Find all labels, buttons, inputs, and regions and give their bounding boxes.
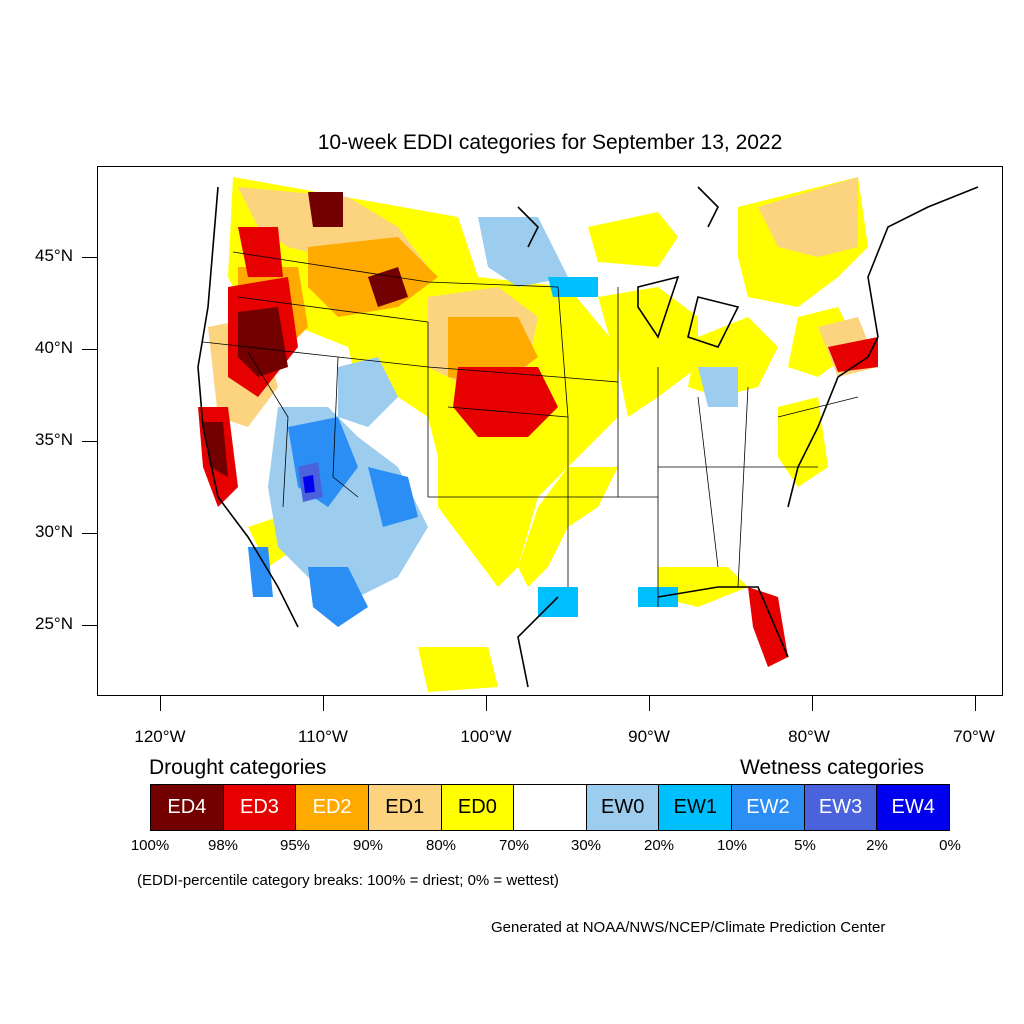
lon-label-120: 120°W <box>134 727 186 746</box>
legend-box-ed3: ED3 <box>223 785 297 830</box>
legend-box-ed2: ED2 <box>296 785 369 830</box>
lon-label-80: 80°W <box>788 727 830 746</box>
legend-break-label: 30% <box>570 837 602 854</box>
lat-label-25: 25°N <box>35 614 73 633</box>
ew2-regions <box>248 417 418 627</box>
lat-label-45: 45°N <box>35 246 73 265</box>
map-canvas <box>197 177 979 692</box>
map-title: 10-week EDDI categories for September 13… <box>317 131 783 154</box>
lon-tick <box>812 696 813 711</box>
legend-break-label: 0% <box>939 837 961 854</box>
lat-tick <box>82 257 97 258</box>
lat-tick <box>82 625 97 626</box>
legend-break-label: 2% <box>866 837 888 854</box>
lat-label-35: 35°N <box>35 430 73 449</box>
drought-heading: Drought categories <box>149 756 327 779</box>
lon-label-110: 110°W <box>298 727 348 746</box>
lat-tick <box>82 441 97 442</box>
legend-box-ed0: ED0 <box>441 785 515 830</box>
coastlines <box>197 186 979 688</box>
lon-label-90: 90°W <box>628 727 670 746</box>
lon-tick <box>323 696 324 711</box>
legend-break-label: 5% <box>794 837 816 854</box>
lat-label-40: 40°N <box>35 338 73 357</box>
legend-break-label: 80% <box>425 837 457 854</box>
legend-break-label: 100% <box>130 837 170 854</box>
lon-tick <box>975 696 976 711</box>
state-borders <box>202 251 859 607</box>
legend-break-label: 20% <box>643 837 675 854</box>
legend-box-ew2: EW2 <box>732 785 805 830</box>
lon-tick <box>486 696 487 711</box>
legend-box-ew1: EW1 <box>659 785 733 830</box>
lat-tick <box>82 533 97 534</box>
lat-label-30: 30°N <box>35 522 73 541</box>
wetness-heading: Wetness categories <box>740 756 925 779</box>
legend-box-ew4: EW4 <box>877 785 950 830</box>
lon-tick <box>160 696 161 711</box>
legend-box-ed1: ED1 <box>368 785 442 830</box>
eddi-map <box>97 166 1003 696</box>
credit-line: Generated at NOAA/NWS/NCEP/Climate Predi… <box>491 919 886 936</box>
lon-label-70: 70°W <box>953 727 995 746</box>
legend-break-label: 70% <box>498 837 530 854</box>
ew4-regions <box>303 475 315 493</box>
legend-box-ed4: ED4 <box>151 785 224 830</box>
lon-label-100: 100°W <box>460 727 512 746</box>
lon-tick <box>649 696 650 711</box>
legend-break-label: 98% <box>207 837 239 854</box>
legend-box-neutral <box>514 785 587 830</box>
percentile-note: (EDDI-percentile category breaks: 100% =… <box>137 872 559 889</box>
legend-colorbar: ED4 ED3 ED2 ED1 ED0 EW0 EW1 EW2 EW3 EW4 <box>150 784 950 831</box>
legend-break-label: 95% <box>279 837 311 854</box>
lat-tick <box>82 349 97 350</box>
legend-box-ew0: EW0 <box>586 785 660 830</box>
legend-break-label: 10% <box>716 837 748 854</box>
legend-box-ew3: EW3 <box>804 785 878 830</box>
legend-break-label: 90% <box>352 837 384 854</box>
ed4-regions <box>203 192 408 477</box>
